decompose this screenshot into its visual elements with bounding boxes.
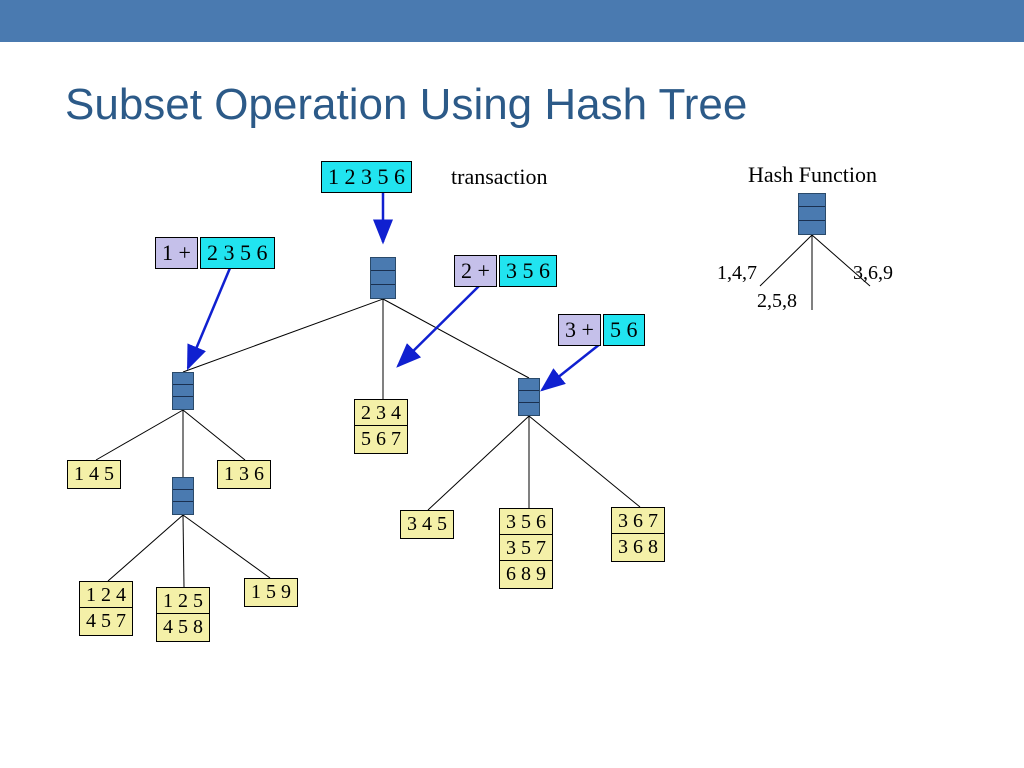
box-p2a: 2 + — [454, 255, 497, 287]
box-p1a: 1 + — [155, 237, 198, 269]
box-l159: 1 5 9 — [244, 578, 298, 607]
box-p3a: 3 + — [558, 314, 601, 346]
label-h258: 2,5,8 — [757, 290, 797, 313]
box-p2b: 3 5 6 — [499, 255, 557, 287]
box-l458: 4 5 8 — [156, 613, 210, 642]
box-l567: 5 6 7 — [354, 425, 408, 454]
box-root: 1 2 3 5 6 — [321, 161, 412, 193]
hash-node-n1 — [172, 372, 194, 410]
box-l125: 1 2 5 — [156, 587, 210, 616]
box-l124: 1 2 4 — [79, 581, 133, 610]
top-bar — [0, 0, 1024, 42]
label-h369: 3,6,9 — [853, 262, 893, 285]
page-title: Subset Operation Using Hash Tree — [65, 80, 747, 130]
box-l457: 4 5 7 — [79, 607, 133, 636]
box-l145: 1 4 5 — [67, 460, 121, 489]
box-l357: 3 5 7 — [499, 534, 553, 563]
box-p3b: 5 6 — [603, 314, 645, 346]
box-l356: 3 5 6 — [499, 508, 553, 537]
box-l136: 1 3 6 — [217, 460, 271, 489]
hash-node-n3 — [518, 378, 540, 416]
hash-node-root — [370, 257, 396, 299]
hash-node-n2 — [172, 477, 194, 515]
box-l367: 3 6 7 — [611, 507, 665, 536]
box-l689: 6 8 9 — [499, 560, 553, 589]
box-l345: 3 4 5 — [400, 510, 454, 539]
label-hash_function: Hash Function — [748, 162, 877, 188]
box-l368: 3 6 8 — [611, 533, 665, 562]
hash-node-hf — [798, 193, 826, 235]
label-transaction: transaction — [451, 164, 548, 190]
box-l234: 2 3 4 — [354, 399, 408, 428]
box-p1b: 2 3 5 6 — [200, 237, 275, 269]
label-h147: 1,4,7 — [717, 262, 757, 285]
